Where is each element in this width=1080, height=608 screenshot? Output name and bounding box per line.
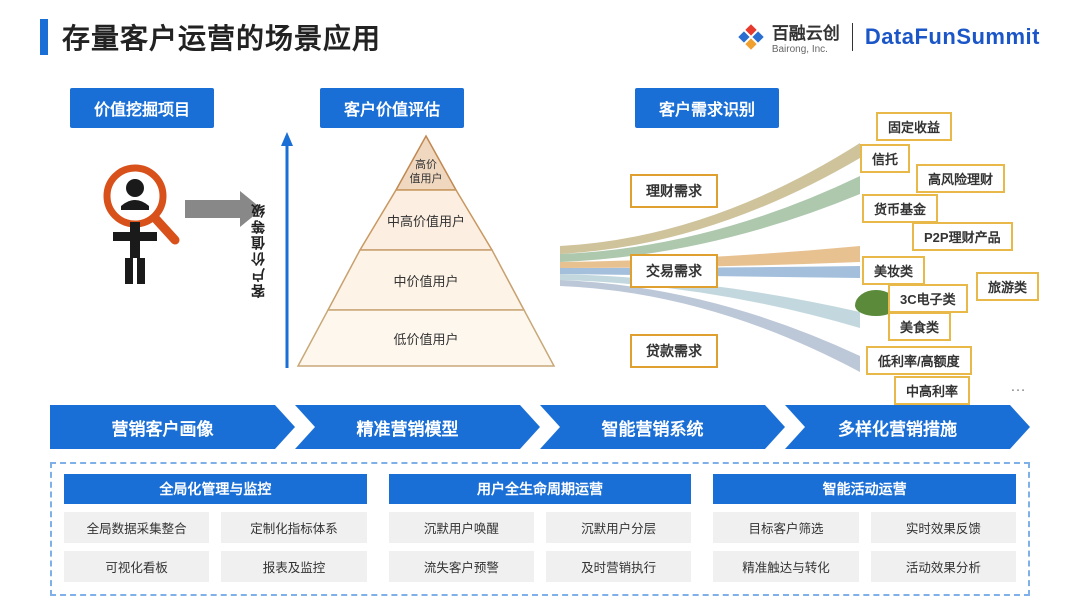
cat-high-risk: 高风险理财: [916, 164, 1005, 193]
bairong-en: Bairong, Inc.: [772, 44, 840, 55]
group-smart-campaign: 智能活动运营 目标客户筛选 实时效果反馈 精准触达与转化 活动效果分析: [713, 474, 1016, 582]
tier4: 低价值用户: [393, 332, 458, 347]
chevron-system: 智能营销系统: [540, 405, 765, 449]
header: 存量客户运营的场景应用 百融云创 Bairong, Inc. DataFunSu…: [40, 12, 1040, 62]
cat-fixed-income: 固定收益: [876, 112, 952, 141]
header-logos: 百融云创 Bairong, Inc. DataFunSummit: [736, 19, 1040, 55]
group-smart-campaign-title: 智能活动运营: [713, 474, 1016, 504]
label-value-mining: 价值挖掘项目: [70, 88, 214, 128]
cat-beauty: 美妆类: [862, 256, 925, 285]
pyramid-axis-arrow-icon: [278, 132, 296, 372]
header-accent-bar: [40, 19, 48, 55]
need-financial: 理财需求: [630, 174, 718, 208]
diamond-icon: [736, 22, 766, 52]
group-lifecycle: 用户全生命周期运营 沉默用户唤醒 沉默用户分层 流失客户预警 及时营销执行: [389, 474, 692, 582]
tier3: 中价值用户: [393, 274, 458, 289]
cell: 报表及监控: [221, 551, 366, 582]
bottom-groups: 全局化管理与监控 全局数据采集整合 定制化指标体系 可视化看板 报表及监控 用户…: [50, 462, 1030, 596]
bairong-logo: 百融云创 Bairong, Inc.: [736, 19, 840, 55]
tier1-l1: 高价: [415, 157, 437, 171]
group-lifecycle-title: 用户全生命周期运营: [389, 474, 692, 504]
tier2: 中高价值用户: [387, 214, 465, 229]
pyramid-axis-label: 客户价值等级: [248, 202, 268, 298]
chevron-row: 营销客户画像 精准营销模型 智能营销系统 多样化营销措施: [50, 405, 1030, 449]
tier1-l2: 值用户: [410, 171, 443, 185]
cat-mid-high-rate: 中高利率: [894, 376, 970, 405]
cell: 全局数据采集整合: [64, 512, 209, 543]
chevron-profile: 营销客户画像: [50, 405, 275, 449]
pyramid-shape: 高价 值用户 中高价值用户 中价值用户 低价值用户: [296, 132, 556, 372]
group-global-mgmt: 全局化管理与监控 全局数据采集整合 定制化指标体系 可视化看板 报表及监控: [64, 474, 367, 582]
cell: 定制化指标体系: [221, 512, 366, 543]
cell: 活动效果分析: [871, 551, 1016, 582]
cat-trust: 信托: [860, 144, 910, 173]
cell: 及时营销执行: [546, 551, 691, 582]
page-title: 存量客户运营的场景应用: [62, 17, 736, 57]
ellipsis: …: [1010, 378, 1026, 396]
cat-low-rate: 低利率/高额度: [866, 346, 972, 375]
chevron-measures-label: 多样化营销措施: [838, 415, 957, 440]
cat-money-fund: 货币基金: [862, 194, 938, 223]
logo-divider: [852, 23, 853, 51]
label-value-assessment: 客户价值评估: [320, 88, 464, 128]
chevron-model-label: 精准营销模型: [357, 415, 459, 440]
cell: 目标客户筛选: [713, 512, 858, 543]
value-pyramid: 客户价值等级 高价 值用户 中高价值用户 中价值用户 低价值用户: [296, 132, 556, 372]
need-transaction: 交易需求: [630, 254, 718, 288]
datafunsummit-logo: DataFunSummit: [865, 24, 1040, 50]
chevron-system-label: 智能营销系统: [602, 415, 704, 440]
group-global-mgmt-title: 全局化管理与监控: [64, 474, 367, 504]
chevron-measures: 多样化营销措施: [785, 405, 1010, 449]
cell: 精准触达与转化: [713, 551, 858, 582]
customer-magnifier-icon: [95, 160, 185, 295]
cat-travel: 旅游类: [976, 272, 1039, 301]
cat-food: 美食类: [888, 312, 951, 341]
cat-3c: 3C电子类: [888, 284, 968, 313]
need-loan: 贷款需求: [630, 334, 718, 368]
cell: 可视化看板: [64, 551, 209, 582]
chevron-model: 精准营销模型: [295, 405, 520, 449]
cell: 实时效果反馈: [871, 512, 1016, 543]
label-needs-identification: 客户需求识别: [635, 88, 779, 128]
cell: 沉默用户分层: [546, 512, 691, 543]
chevron-profile-label: 营销客户画像: [112, 415, 214, 440]
cell: 沉默用户唤醒: [389, 512, 534, 543]
cat-p2p: P2P理财产品: [912, 222, 1013, 251]
cell: 流失客户预警: [389, 551, 534, 582]
bairong-cn: 百融云创: [772, 24, 840, 43]
